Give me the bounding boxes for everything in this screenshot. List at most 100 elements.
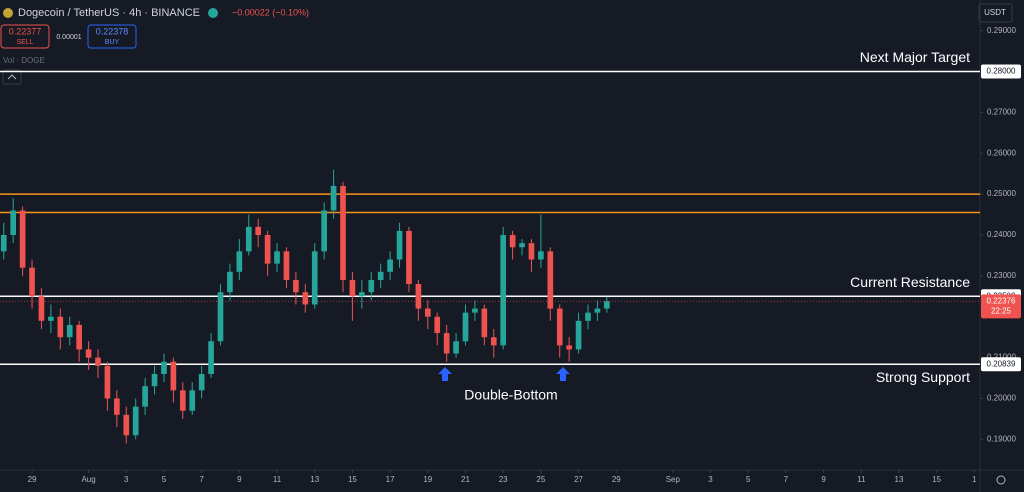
- y-tick-label: 0.24000: [987, 230, 1016, 239]
- price-tag-label: 0.28000: [987, 67, 1016, 76]
- collapse-icon: [7, 74, 17, 80]
- price-axis: [980, 0, 1024, 492]
- candle-body: [10, 210, 17, 235]
- x-tick-label: 9: [237, 475, 242, 484]
- candle-body: [114, 398, 120, 415]
- candle-body: [245, 226, 252, 252]
- candle-body: [500, 235, 507, 346]
- candle-body: [585, 312, 591, 321]
- x-tick-label: 29: [28, 475, 37, 484]
- x-tick-label: Aug: [81, 475, 95, 484]
- x-tick-label: 5: [162, 475, 167, 484]
- candle-body: [132, 406, 139, 436]
- candle-body: [415, 284, 422, 309]
- x-tick-label: 1: [972, 475, 977, 484]
- collapse-button[interactable]: [2, 69, 22, 85]
- x-tick-label: 29: [612, 475, 621, 484]
- candle-body: [481, 308, 488, 338]
- symbol: Dogecoin / TetherUS · 4h · BINANCE: [18, 7, 200, 19]
- x-tick-label: 9: [821, 475, 826, 484]
- level-label: Strong Support: [876, 369, 970, 385]
- candle-body: [330, 185, 337, 211]
- sell-button[interactable]: [0, 24, 50, 49]
- candle-body: [453, 341, 459, 354]
- x-tick-label: 3: [124, 475, 129, 484]
- x-tick-label: 7: [199, 475, 204, 484]
- arrow: [438, 367, 452, 381]
- candle-body: [519, 243, 525, 248]
- candle-body: [29, 267, 35, 297]
- y-tick-label: 0.20000: [987, 394, 1016, 403]
- candle-body: [359, 292, 365, 297]
- candle-body: [302, 292, 309, 305]
- y-tick-label: 0.23000: [987, 271, 1016, 280]
- change: −0.00022 (−0.10%): [232, 7, 309, 17]
- y-tick-label: 0.27000: [987, 108, 1016, 117]
- candle-body: [368, 279, 375, 293]
- x-tick-label: 11: [273, 475, 282, 484]
- price-tag-label: 0.20839: [987, 359, 1016, 368]
- x-tick-label: 19: [423, 475, 432, 484]
- candle-body: [95, 357, 101, 366]
- pattern-label: Double-Bottom: [464, 387, 557, 403]
- x-tick-label: 13: [310, 475, 319, 484]
- y-tick-label: 0.26000: [987, 148, 1016, 157]
- candle-body: [528, 243, 535, 260]
- candle-body: [208, 341, 214, 374]
- x-tick-label: 15: [348, 475, 357, 484]
- settings-icon[interactable]: [996, 475, 1006, 485]
- x-tick-label: 11: [857, 475, 866, 484]
- candle-body: [179, 390, 186, 411]
- x-tick-label: 3: [708, 475, 713, 484]
- level-label: Current Resistance: [850, 274, 970, 290]
- candle-body: [123, 414, 130, 436]
- x-tick-label: Sep: [666, 475, 681, 484]
- candle-body: [538, 251, 544, 260]
- y-tick-label: 0.25000: [987, 189, 1016, 198]
- candle-body: [264, 235, 271, 264]
- candle-body: [170, 361, 177, 391]
- candle-body: [38, 296, 45, 321]
- candle-body: [377, 271, 384, 280]
- candle-body: [274, 251, 280, 264]
- x-tick-label: 21: [461, 475, 470, 484]
- candle-body: [227, 271, 233, 293]
- x-tick-label: 17: [386, 475, 395, 484]
- candle-body: [575, 320, 582, 350]
- candle-body: [490, 337, 497, 346]
- candle-body: [443, 333, 450, 354]
- y-tick-label: 0.19000: [987, 434, 1016, 443]
- candle-body: [142, 386, 148, 407]
- candle-body: [311, 251, 318, 305]
- candle-body: [349, 279, 356, 297]
- candle-body: [66, 324, 73, 338]
- candle-body: [57, 316, 64, 338]
- candle-body: [189, 390, 196, 411]
- last-price-label: 0.22376: [987, 296, 1016, 305]
- candle-body: [104, 365, 111, 399]
- x-tick-label: 23: [499, 475, 508, 484]
- x-tick-label: 5: [746, 475, 751, 484]
- candle-body: [462, 312, 469, 342]
- volume: Vol · DOGE: [3, 56, 45, 65]
- price-tag: [981, 357, 1021, 372]
- candle-body: [566, 345, 572, 350]
- candle-body: [48, 316, 54, 321]
- x-tick-label: 27: [574, 475, 583, 484]
- currency-button[interactable]: [978, 3, 1013, 23]
- spread: 0.00001: [56, 34, 81, 41]
- candle-body: [255, 226, 262, 235]
- candle-body: [19, 210, 26, 268]
- candle-body: [293, 279, 299, 293]
- x-tick-label: 13: [895, 475, 904, 484]
- candle-body: [424, 308, 431, 317]
- candle-body: [321, 210, 327, 252]
- buy-button[interactable]: [87, 24, 137, 49]
- candle-body: [217, 292, 224, 342]
- candle-body: [594, 308, 601, 313]
- status-dot: [208, 8, 218, 18]
- level-label: Next Major Target: [860, 49, 970, 65]
- candle-body: [396, 230, 403, 260]
- candle-body: [434, 316, 441, 334]
